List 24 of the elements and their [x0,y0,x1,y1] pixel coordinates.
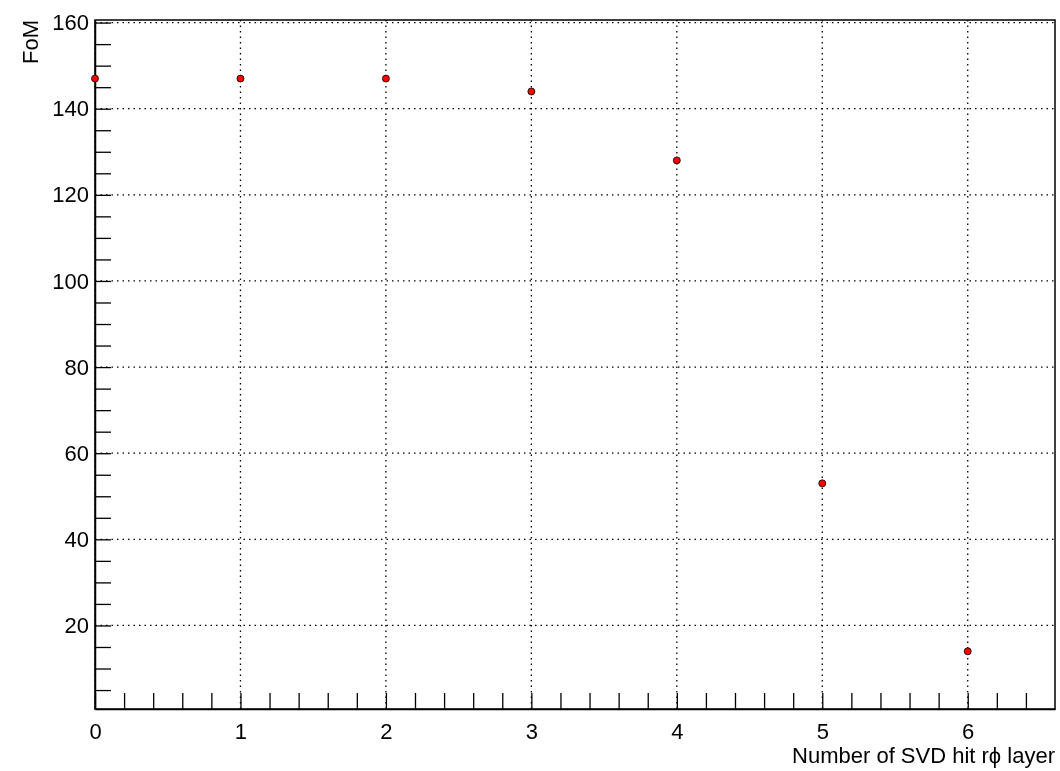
x-tick-label: 3 [525,718,538,744]
y-tick-label: 120 [52,182,89,208]
x-tick-label: 4 [671,718,684,744]
point [672,156,681,165]
point [236,74,245,83]
x-axis-title: Number of SVD hit rϕ layer [792,743,1055,768]
x-tick-label: 1 [234,718,248,744]
y-tick-label: 140 [52,96,89,122]
x-tick-label: 6 [962,718,975,744]
y-axis-title: FoM [18,20,43,64]
x-tick-label: 2 [380,718,393,744]
point [818,479,827,488]
point [91,74,99,83]
y-tick-label: 80 [64,354,89,380]
point [963,647,972,656]
y-tick-label: 60 [64,440,89,466]
x-tick-label: 0 [89,718,102,744]
y-tick-label: 100 [52,268,89,294]
y-tick-label: 20 [64,613,89,638]
y-tick-label: 160 [52,10,89,36]
point [527,87,536,96]
y-tick-label: 40 [64,526,89,552]
point [382,74,390,83]
x-tick-label: 5 [816,718,829,744]
